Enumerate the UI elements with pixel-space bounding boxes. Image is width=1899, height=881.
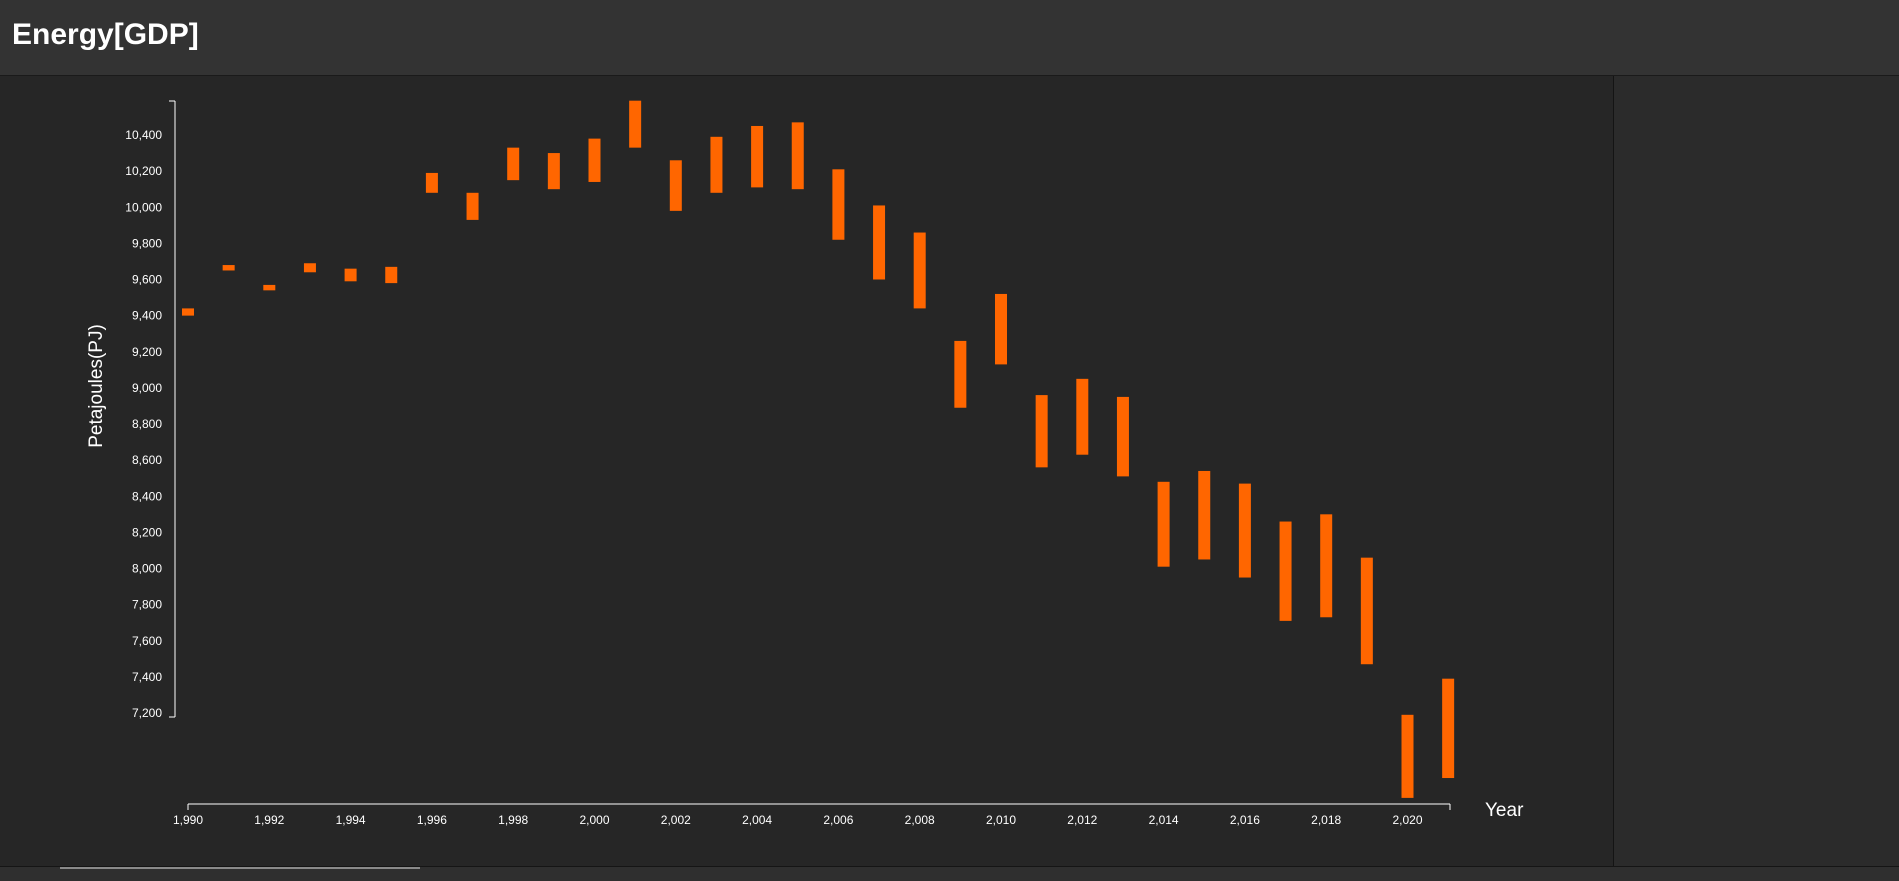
range-bar — [385, 266, 398, 284]
y-tick-label: 10,400 — [125, 128, 162, 142]
range-bar — [263, 284, 276, 291]
range-bar — [1157, 481, 1170, 567]
range-bar — [751, 125, 764, 188]
range-bar — [1035, 395, 1048, 468]
y-tick-label: 9,200 — [132, 345, 162, 359]
app-header: Energy[GDP] — [0, 0, 1899, 76]
x-tick-label: 2,006 — [823, 813, 853, 827]
x-axis: 1,990 1,992 1,994 1,996 1,998 2,000 2,002 2,004… — [173, 803, 1451, 827]
x-tick-label: 2,002 — [661, 813, 691, 827]
range-bar — [913, 232, 926, 309]
x-tick-label: 1,990 — [173, 813, 203, 827]
range-bar — [1116, 396, 1129, 477]
energy-chart: 10,400 10,200 10,000 9,800 9,600 9,400 9,200 9,… — [86, 100, 1524, 827]
side-panel — [1613, 76, 1899, 866]
y-tick-label: 9,800 — [132, 236, 162, 250]
range-bar — [1401, 714, 1414, 798]
page-title: Energy[GDP] — [12, 18, 199, 51]
chart-area: 10,400 10,200 10,000 9,800 9,600 9,400 9,200 9,… — [0, 76, 1613, 866]
x-tick-label: 2,014 — [1149, 813, 1179, 827]
y-tick-label: 9,400 — [132, 309, 162, 323]
range-bar — [588, 138, 601, 182]
x-tick-label: 2,012 — [1067, 813, 1097, 827]
y-tick-label: 7,800 — [132, 598, 162, 612]
x-tick-label: 2,000 — [579, 813, 609, 827]
x-tick-label: 2,020 — [1392, 813, 1422, 827]
y-tick-label: 8,600 — [132, 453, 162, 467]
range-bar — [507, 147, 520, 181]
range-bar — [832, 169, 845, 240]
x-tick-label: 2,008 — [905, 813, 935, 827]
range-bar — [425, 172, 438, 193]
range-bar — [1360, 557, 1373, 665]
x-tick-label: 2,016 — [1230, 813, 1260, 827]
y-tick-label: 7,400 — [132, 670, 162, 684]
range-bar — [222, 265, 235, 271]
y-tick-label: 7,200 — [132, 706, 162, 720]
x-tick-label: 2,018 — [1311, 813, 1341, 827]
y-tick-label: 7,600 — [132, 634, 162, 648]
y-tick-label: 8,400 — [132, 489, 162, 503]
y-axis: 10,400 10,200 10,000 9,800 9,600 9,400 9,200 9,… — [125, 100, 176, 720]
range-bar — [466, 192, 479, 220]
x-tick-label: 2,010 — [986, 813, 1016, 827]
x-tick-label: 1,996 — [417, 813, 447, 827]
range-bar — [182, 308, 194, 316]
bars-group — [182, 100, 1455, 798]
range-bar — [791, 122, 804, 190]
y-tick-label: 9,000 — [132, 381, 162, 395]
y-tick-label: 9,600 — [132, 273, 162, 287]
y-axis-title: Petajoules(PJ) — [86, 324, 107, 448]
y-tick-label: 8,000 — [132, 562, 162, 576]
range-bar — [1442, 678, 1455, 779]
range-bar — [344, 268, 357, 282]
range-bar — [710, 136, 723, 193]
footer-bar — [0, 866, 1899, 881]
x-tick-label: 2,004 — [742, 813, 772, 827]
x-axis-title: Year — [1485, 800, 1524, 821]
range-bar — [1279, 521, 1292, 621]
range-bar — [1320, 514, 1333, 618]
range-bar — [303, 263, 316, 273]
range-bar — [547, 153, 560, 190]
range-bar — [1198, 470, 1211, 560]
range-bar — [954, 340, 967, 408]
y-tick-label: 8,800 — [132, 417, 162, 431]
range-bar — [629, 100, 642, 148]
footer-tab-indicator[interactable] — [60, 867, 420, 869]
y-tick-label: 8,200 — [132, 525, 162, 539]
y-tick-label: 10,200 — [125, 164, 162, 178]
x-tick-label: 1,998 — [498, 813, 528, 827]
range-bar — [995, 293, 1007, 365]
range-bar — [1076, 378, 1089, 455]
range-bar — [669, 160, 682, 211]
x-tick-label: 1,994 — [336, 813, 366, 827]
y-tick-label: 10,000 — [125, 200, 162, 214]
range-bar — [1238, 483, 1251, 578]
x-tick-label: 1,992 — [254, 813, 284, 827]
range-bar — [873, 205, 886, 280]
